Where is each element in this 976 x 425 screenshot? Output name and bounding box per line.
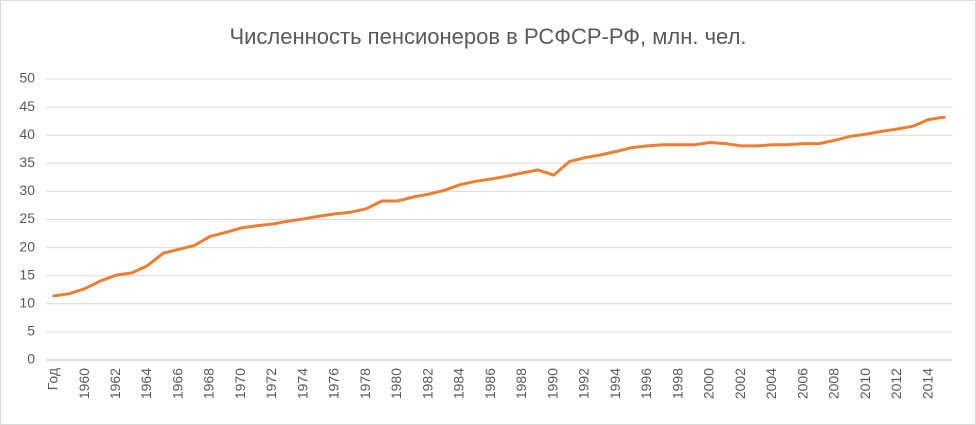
- x-tick-label: 1966: [169, 368, 185, 399]
- y-tick-label: 0: [27, 351, 35, 367]
- x-tick-label: 1960: [76, 368, 92, 399]
- y-tick-label: 25: [19, 210, 35, 226]
- y-tick-label: 45: [19, 98, 35, 114]
- x-tick-label: 1992: [576, 368, 592, 399]
- y-tick-label: 30: [19, 182, 35, 198]
- y-tick-label: 10: [19, 295, 35, 311]
- y-tick-label: 15: [19, 266, 35, 282]
- chart-title: Численность пенсионеров в РСФСР-РФ, млн.…: [229, 24, 746, 49]
- x-tick-label: 1970: [232, 368, 248, 399]
- x-tick-label: 2002: [732, 368, 748, 399]
- x-tick-label: 1982: [419, 368, 435, 399]
- x-tick-label: 1976: [326, 368, 342, 399]
- y-tick-label: 5: [27, 323, 35, 339]
- x-tick-label: 1996: [638, 368, 654, 399]
- x-tick-label: 2008: [826, 368, 842, 399]
- y-tick-label: 35: [19, 154, 35, 170]
- x-tick-label: 2004: [763, 368, 779, 399]
- y-tick-label: 40: [19, 126, 35, 142]
- x-tick-label: 1964: [138, 368, 154, 399]
- x-tick-label: 1988: [513, 368, 529, 399]
- x-tick-label: 1974: [294, 368, 310, 399]
- x-tick-label: 2012: [888, 368, 904, 399]
- x-tick-label: 1994: [607, 368, 623, 399]
- x-tick-label: 1968: [201, 368, 217, 399]
- y-tick-label: 20: [19, 238, 35, 254]
- x-tick-label: 1962: [107, 368, 123, 399]
- y-tick-label: 50: [19, 70, 35, 86]
- x-tick-label: 2014: [919, 368, 935, 399]
- x-tick-label: 1980: [388, 368, 404, 399]
- data-line: [52, 115, 946, 298]
- x-tick-label: Год: [45, 368, 61, 390]
- x-tick-label: 1986: [482, 368, 498, 399]
- x-tick-label: 1984: [451, 368, 467, 399]
- x-tick-label: 2000: [701, 368, 717, 399]
- x-tick-label: 1998: [669, 368, 685, 399]
- x-tick-label: 1990: [544, 368, 560, 399]
- x-tick-label: 1972: [263, 368, 279, 399]
- x-tick-label: 2006: [794, 368, 810, 399]
- x-tick-label: 1978: [357, 368, 373, 399]
- x-tick-label: 2010: [857, 368, 873, 399]
